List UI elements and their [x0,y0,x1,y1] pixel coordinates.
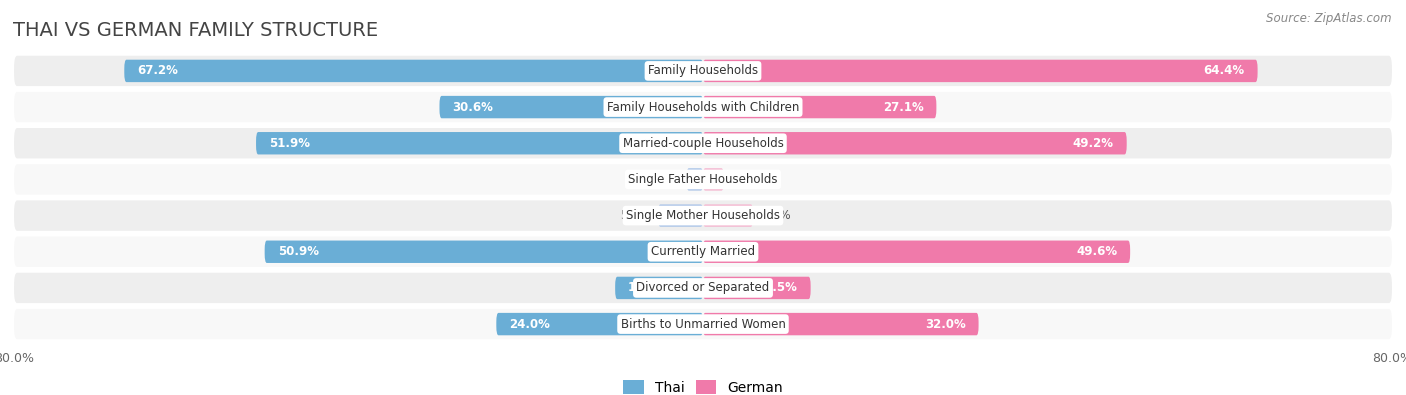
FancyBboxPatch shape [686,168,703,191]
Text: 5.2%: 5.2% [620,209,650,222]
Text: Currently Married: Currently Married [651,245,755,258]
Text: 5.8%: 5.8% [762,209,792,222]
FancyBboxPatch shape [264,241,703,263]
Text: Divorced or Separated: Divorced or Separated [637,281,769,294]
FancyBboxPatch shape [616,277,703,299]
Text: Single Mother Households: Single Mother Households [626,209,780,222]
Text: 67.2%: 67.2% [138,64,179,77]
Text: 1.9%: 1.9% [648,173,678,186]
Legend: Thai, German: Thai, German [623,380,783,395]
FancyBboxPatch shape [14,164,1392,195]
FancyBboxPatch shape [703,132,1126,154]
Text: 30.6%: 30.6% [453,101,494,114]
Text: 49.6%: 49.6% [1076,245,1118,258]
FancyBboxPatch shape [14,56,1392,86]
Text: 12.5%: 12.5% [756,281,797,294]
FancyBboxPatch shape [14,273,1392,303]
Text: 10.2%: 10.2% [628,281,669,294]
FancyBboxPatch shape [14,237,1392,267]
FancyBboxPatch shape [703,313,979,335]
FancyBboxPatch shape [703,96,936,118]
Text: Family Households with Children: Family Households with Children [607,101,799,114]
FancyBboxPatch shape [124,60,703,82]
Text: Married-couple Households: Married-couple Households [623,137,783,150]
FancyBboxPatch shape [703,277,811,299]
FancyBboxPatch shape [14,92,1392,122]
FancyBboxPatch shape [14,309,1392,339]
FancyBboxPatch shape [703,241,1130,263]
Text: 24.0%: 24.0% [509,318,550,331]
FancyBboxPatch shape [14,128,1392,158]
FancyBboxPatch shape [256,132,703,154]
Text: Births to Unmarried Women: Births to Unmarried Women [620,318,786,331]
Text: Single Father Households: Single Father Households [628,173,778,186]
Text: 64.4%: 64.4% [1204,64,1244,77]
FancyBboxPatch shape [703,60,1257,82]
Text: 32.0%: 32.0% [925,318,966,331]
FancyBboxPatch shape [440,96,703,118]
Text: 2.4%: 2.4% [733,173,762,186]
Text: Family Households: Family Households [648,64,758,77]
FancyBboxPatch shape [703,168,724,191]
Text: THAI VS GERMAN FAMILY STRUCTURE: THAI VS GERMAN FAMILY STRUCTURE [13,21,378,40]
Text: 27.1%: 27.1% [883,101,924,114]
FancyBboxPatch shape [703,204,754,227]
FancyBboxPatch shape [14,200,1392,231]
Text: 51.9%: 51.9% [269,137,309,150]
Text: Source: ZipAtlas.com: Source: ZipAtlas.com [1267,12,1392,25]
Text: 49.2%: 49.2% [1073,137,1114,150]
FancyBboxPatch shape [658,204,703,227]
Text: 50.9%: 50.9% [277,245,319,258]
FancyBboxPatch shape [496,313,703,335]
